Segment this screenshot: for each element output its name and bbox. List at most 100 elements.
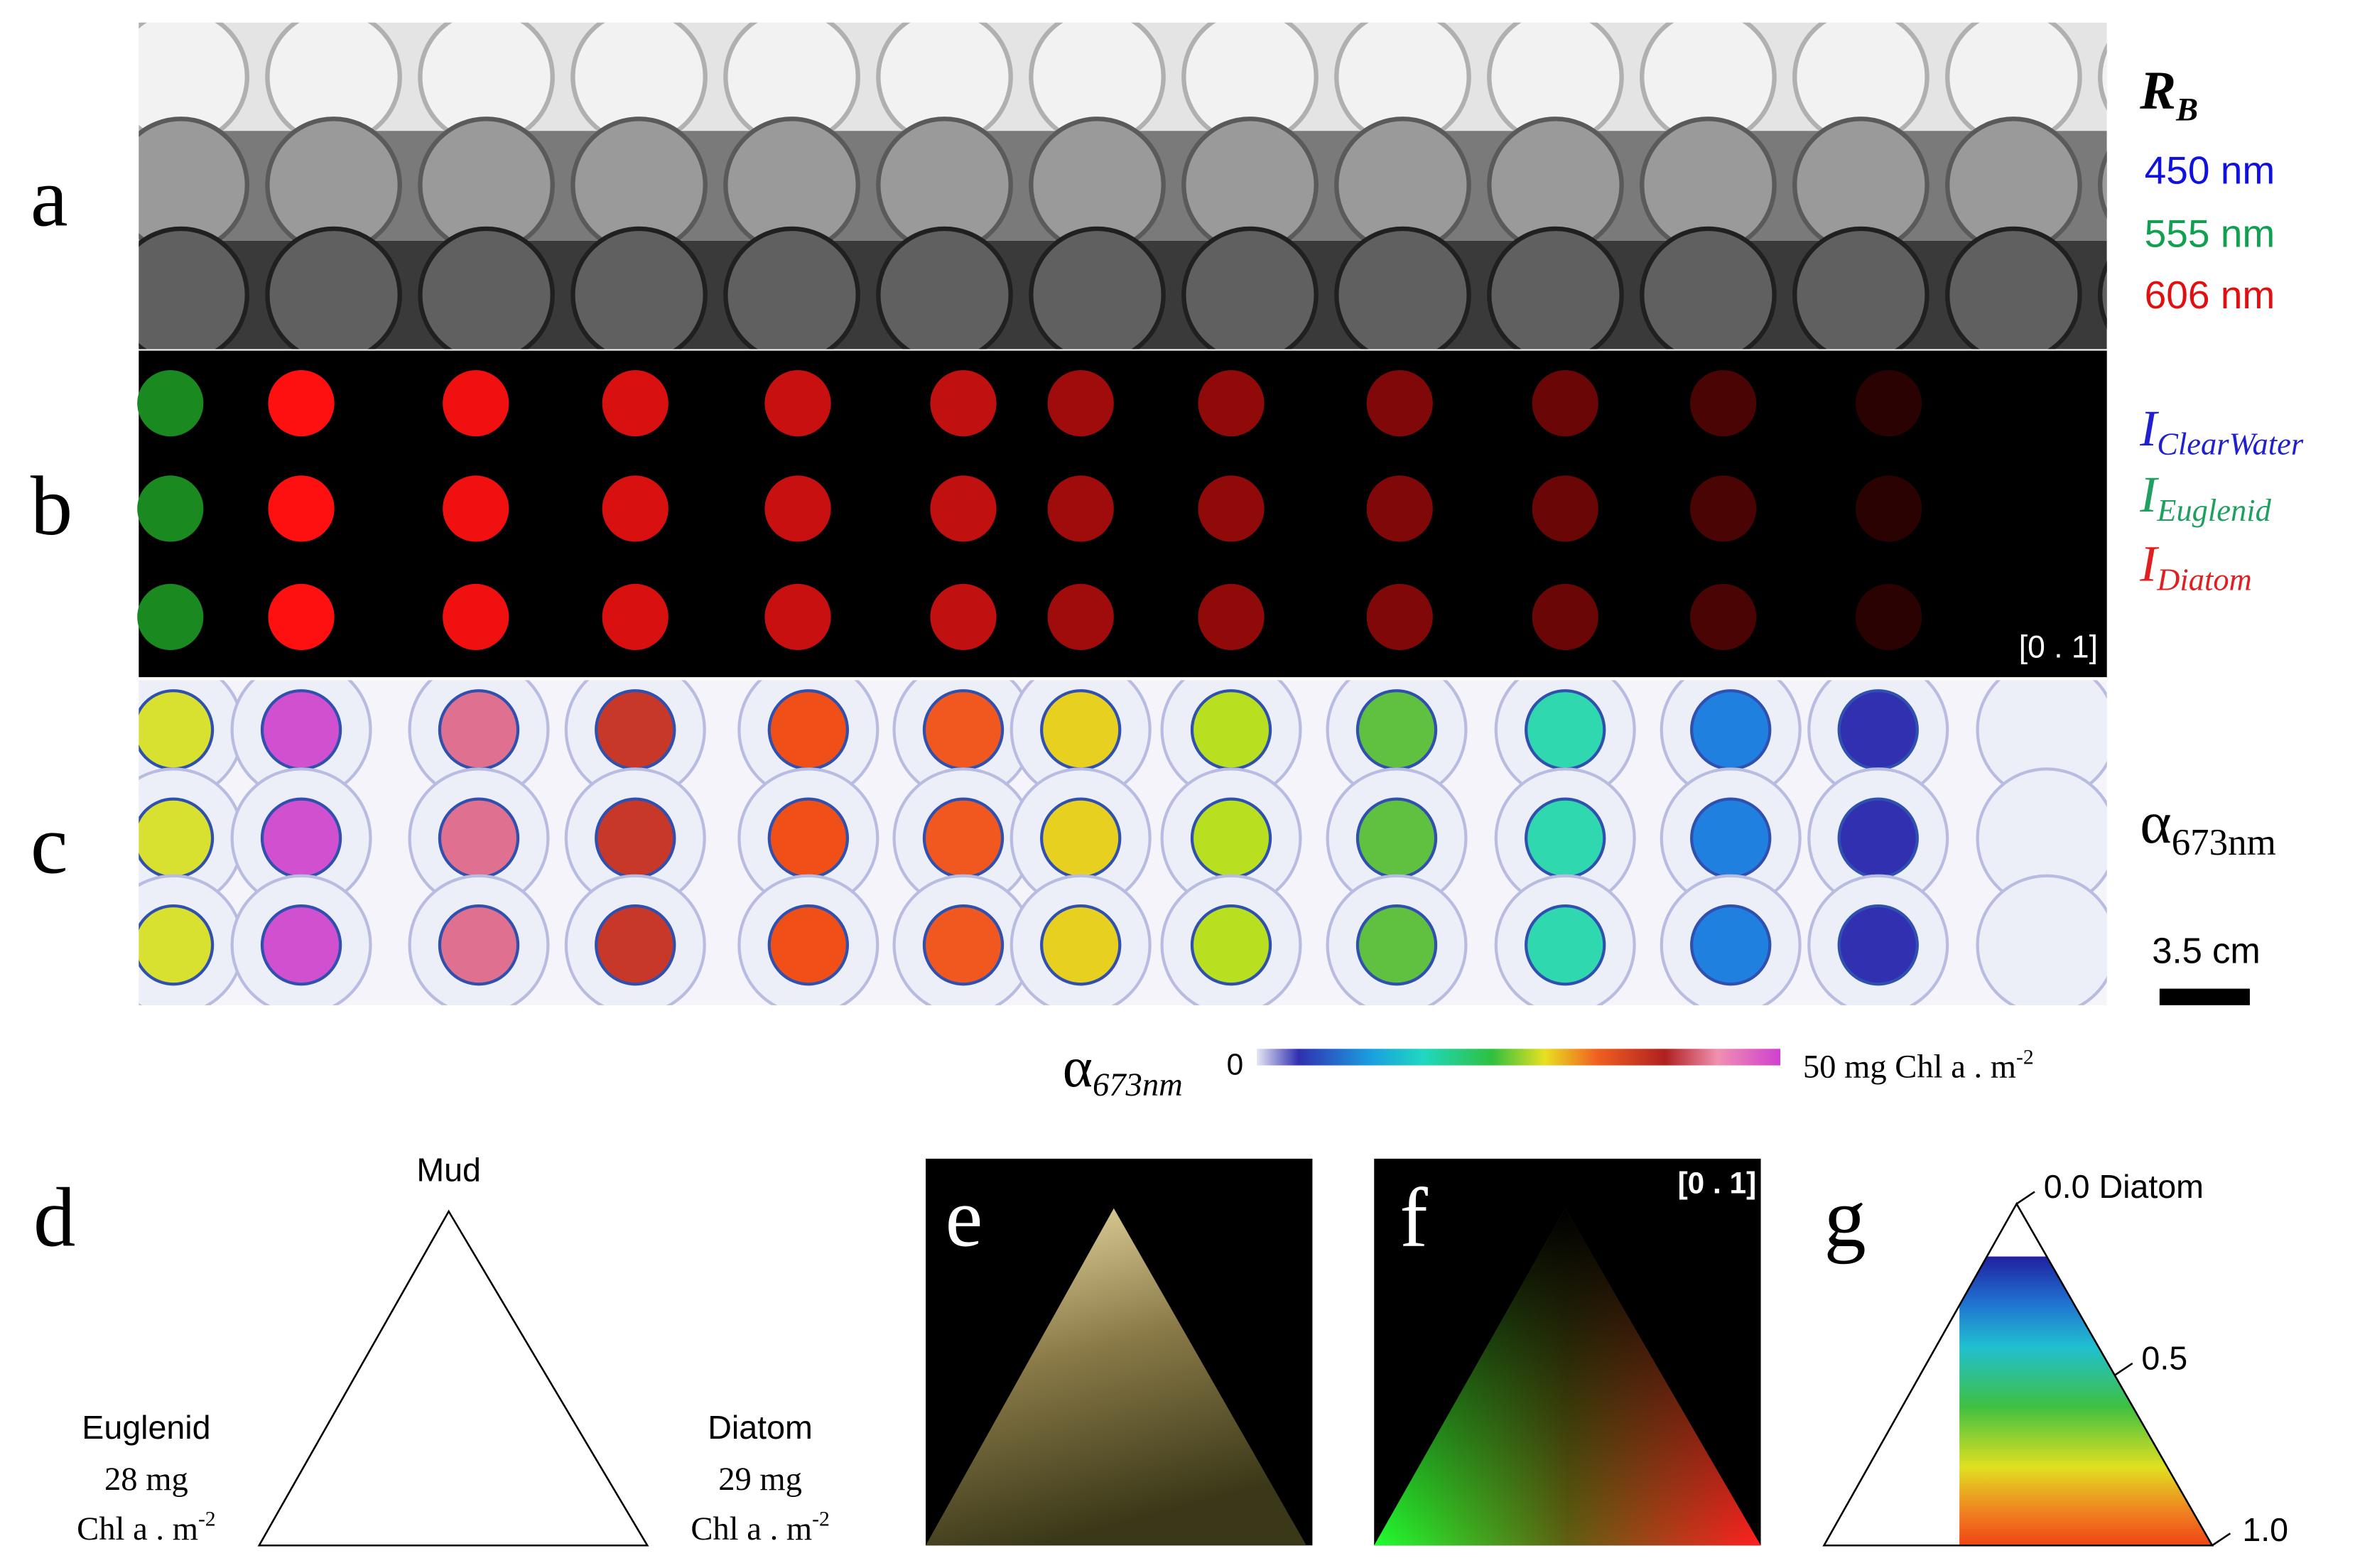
panel-label: a <box>31 151 68 244</box>
panel-g-map <box>1959 1256 2212 1546</box>
panel-label: f <box>1400 1171 1428 1265</box>
label: Chl a . m <box>77 1510 198 1547</box>
symbol: I <box>2139 466 2159 523</box>
map-disk <box>1190 904 1272 986</box>
axis-tick <box>2212 1532 2231 1547</box>
map-disk <box>1190 797 1272 879</box>
vertex-amount: 29 mg <box>718 1461 802 1498</box>
well <box>1334 226 1471 350</box>
spot <box>1690 583 1757 650</box>
map-disk <box>922 797 1005 879</box>
axis-tick-label: 1.0 <box>2242 1511 2288 1548</box>
panel-label: g <box>1824 1171 1866 1265</box>
spot <box>1366 370 1433 437</box>
rb-title: RB <box>2139 60 2198 128</box>
well <box>139 226 249 350</box>
band-label: 606 nm <box>2145 273 2275 317</box>
subscript: B <box>2175 91 2198 128</box>
spot <box>602 370 669 437</box>
map-disk <box>767 797 850 879</box>
spot <box>268 583 335 650</box>
subscript: ClearWater <box>2157 426 2304 462</box>
map-disk <box>595 689 676 771</box>
vertex-unit: Chl a . m-2 <box>77 1508 215 1547</box>
superscript: -2 <box>2016 1046 2034 1069</box>
panel-label: c <box>31 797 68 891</box>
axis-tick <box>2015 1191 2035 1205</box>
well <box>2098 151 2107 220</box>
map-disk <box>139 904 215 986</box>
spot <box>1532 370 1598 437</box>
map-disk <box>438 689 520 771</box>
alpha-title: α673nm <box>2140 790 2275 863</box>
well <box>570 226 708 350</box>
symbol: I <box>2139 400 2159 457</box>
map-disk <box>1355 797 1438 879</box>
spot <box>137 370 204 437</box>
axis-tick-label: 0.0 Diatom <box>2044 1168 2204 1205</box>
spot <box>764 475 831 542</box>
map-disk <box>767 904 850 986</box>
spot <box>1532 475 1598 542</box>
map-disk <box>1525 797 1606 879</box>
spot <box>1198 583 1265 650</box>
spot <box>764 370 831 437</box>
subscript: Diatom <box>2156 561 2251 597</box>
map-disk <box>1690 904 1772 986</box>
spot <box>268 370 335 437</box>
spot <box>443 583 509 650</box>
symbol: I <box>2139 536 2159 593</box>
spot <box>1198 370 1265 437</box>
map-disk <box>139 797 215 879</box>
spot <box>1532 583 1598 650</box>
well <box>1640 226 1777 350</box>
range-label: [0 . 1] <box>2019 630 2098 665</box>
map-disk <box>595 797 676 879</box>
label: Chl a . m <box>691 1510 812 1547</box>
label: 50 mg Chl a . m <box>1803 1049 2016 1086</box>
spot <box>1690 370 1757 437</box>
spot <box>602 475 669 542</box>
ternary-triangle <box>257 1209 649 1547</box>
well <box>418 226 555 350</box>
map-disk <box>260 797 342 879</box>
spot <box>602 583 669 650</box>
map-disk <box>1040 689 1122 771</box>
map-disk <box>1190 689 1272 771</box>
well <box>265 226 402 350</box>
colorbar-min: 0 <box>1227 1047 1244 1081</box>
subscript: 673nm <box>1093 1066 1183 1103</box>
spot <box>1047 475 1114 542</box>
panel-a-images <box>139 22 2107 350</box>
panel-b-background <box>139 350 2107 678</box>
panel-f-shade <box>1374 1208 1761 1546</box>
legend-entry: IClearWater <box>2139 400 2304 462</box>
spot <box>930 583 997 650</box>
spot <box>1047 370 1114 437</box>
panel-label: d <box>33 1171 75 1265</box>
axis-tick <box>2113 1362 2133 1376</box>
panel-b-images <box>137 370 1922 650</box>
spot <box>930 475 997 542</box>
colorbar <box>1257 1049 1781 1066</box>
vertex-label: Diatom <box>708 1409 813 1446</box>
map-disk <box>1837 689 1919 771</box>
spot <box>1856 475 1922 542</box>
spot <box>443 475 509 542</box>
map-disk <box>1040 797 1122 879</box>
well <box>1029 226 1166 350</box>
vertex-label: Euglenid <box>82 1409 210 1446</box>
legend-entry: IDiatom <box>2139 536 2251 598</box>
spot <box>1198 475 1265 542</box>
map-disk <box>1040 904 1122 986</box>
spot <box>1690 475 1757 542</box>
spot <box>443 370 509 437</box>
map-disk <box>438 904 520 986</box>
band-label: 555 nm <box>2145 211 2275 255</box>
well-ring <box>1976 874 2107 1005</box>
well <box>1792 226 1929 350</box>
spot <box>137 475 204 542</box>
legend-entry: IEuglenid <box>2139 466 2271 528</box>
vertex-label: Mud <box>416 1152 481 1189</box>
spot <box>1856 583 1922 650</box>
